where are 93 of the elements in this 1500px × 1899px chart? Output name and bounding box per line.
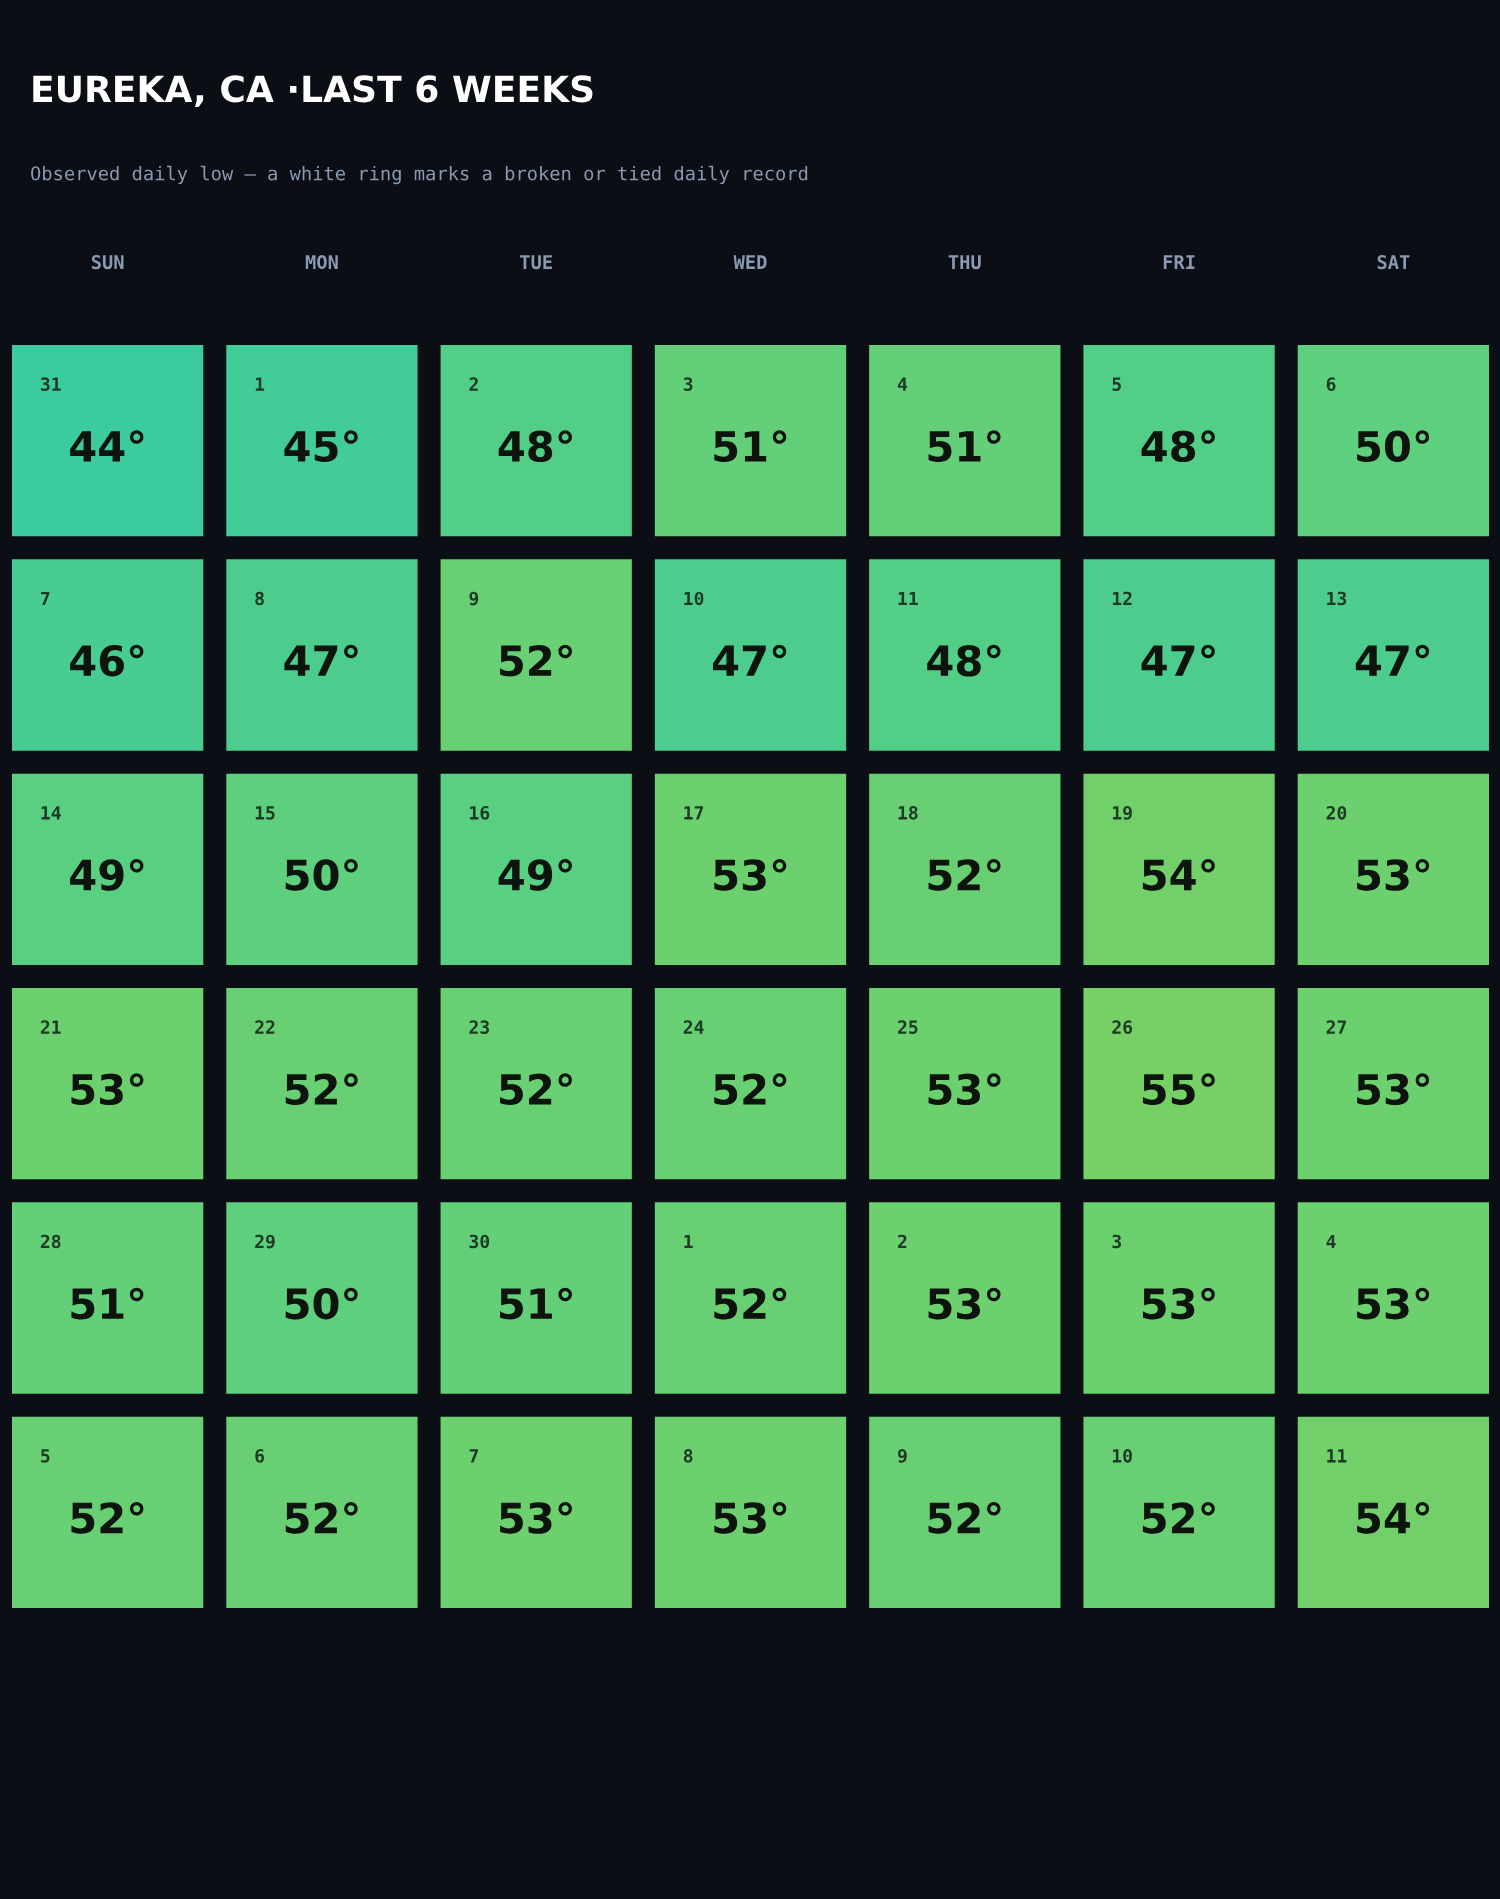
data-label: 51° — [71, 1287, 144, 1320]
annotation: 26 — [1112, 1020, 1133, 1034]
annotation: 11 — [1327, 1449, 1347, 1463]
annotation: 13 — [1327, 591, 1347, 606]
data-label: 52° — [500, 1073, 572, 1106]
data-label: 52° — [500, 644, 572, 677]
annotation: 27 — [1326, 1020, 1346, 1034]
annotation: 23 — [469, 1020, 489, 1034]
annotation: 29 — [255, 1234, 275, 1249]
data-label: 52° — [928, 1501, 1001, 1534]
annotation: 12 — [1112, 591, 1132, 606]
annotation: 7 — [469, 1449, 478, 1463]
annotation: 4 — [1326, 1234, 1336, 1249]
annotation: 8 — [683, 1448, 693, 1463]
annotation: 21 — [40, 1020, 61, 1034]
data-label: 51° — [714, 430, 787, 463]
data-label: 52° — [928, 858, 1001, 891]
annotation: 31 — [40, 377, 61, 391]
data-label: 54° — [1142, 858, 1215, 891]
data-label: 52° — [714, 1073, 787, 1106]
data-label: 53° — [1357, 1287, 1430, 1320]
data-label: 53° — [714, 858, 787, 891]
x-tick-label: MON — [305, 254, 338, 270]
data-label: 53° — [1142, 1287, 1215, 1320]
annotation: 8 — [255, 591, 264, 606]
data-label: 52° — [1142, 1501, 1215, 1534]
data-label: 54° — [1357, 1501, 1430, 1534]
annotation: 24 — [683, 1020, 704, 1034]
data-label: 53° — [928, 1073, 1001, 1106]
data-label: 53° — [714, 1501, 787, 1534]
annotation: 25 — [898, 1020, 918, 1034]
annotation: 28 — [40, 1234, 61, 1249]
annotation: 1 — [684, 1234, 693, 1249]
annotation: 10 — [684, 591, 704, 606]
annotation: 30 — [469, 1234, 490, 1249]
annotation: 17 — [684, 806, 704, 820]
annotation: 16 — [470, 805, 490, 820]
chart-title: EUREKA, CA ·LAST 6 WEEKS — [33, 75, 593, 108]
x-tick-label: SUN — [91, 254, 124, 270]
data-label: 55° — [1142, 1073, 1215, 1106]
data-label: 52° — [285, 1501, 358, 1534]
data-label: 47° — [1141, 644, 1215, 676]
annotation: 7 — [41, 591, 50, 606]
data-label: 53° — [928, 1287, 1001, 1320]
data-label: 48° — [1141, 430, 1215, 463]
data-label: 47° — [1355, 644, 1430, 676]
annotation: 15 — [255, 806, 275, 820]
annotation: 11 — [898, 591, 918, 606]
data-label: 47° — [712, 644, 787, 676]
data-label: 53° — [500, 1501, 572, 1534]
data-label: 53° — [71, 1073, 144, 1106]
data-label: 52° — [71, 1501, 144, 1534]
chart-subtitle: Observed daily low — a white ring marks a broken or tied daily record — [31, 165, 808, 185]
data-label: 51° — [500, 1287, 572, 1320]
annotation: 9 — [897, 1449, 907, 1463]
data-label: 50° — [285, 1287, 358, 1320]
annotation: 20 — [1326, 805, 1347, 820]
annotation: 5 — [41, 1449, 50, 1463]
data-label: 48° — [927, 644, 1001, 677]
annotation: 1 — [255, 377, 265, 391]
x-tick-label: THU — [948, 255, 981, 270]
data-label: 53° — [1357, 858, 1430, 891]
annotation: 6 — [255, 1449, 265, 1463]
data-label: 50° — [1357, 430, 1430, 463]
data-label: 52° — [285, 1073, 358, 1106]
annotation: 6 — [1326, 377, 1336, 391]
annotation: 9 — [469, 591, 479, 606]
annotation: 22 — [255, 1020, 275, 1034]
annotation: 18 — [898, 805, 918, 820]
data-label: 49° — [70, 858, 144, 891]
annotation: 14 — [41, 806, 61, 820]
annotation: 3 — [1112, 1234, 1121, 1249]
data-label: 49° — [498, 858, 572, 891]
data-label: 51° — [928, 430, 1001, 463]
annotation: 19 — [1112, 806, 1132, 820]
data-label: 47° — [284, 644, 358, 676]
annotation: 5 — [1112, 377, 1121, 391]
data-label: 50° — [285, 858, 358, 891]
x-tick-label: SAT — [1377, 254, 1410, 270]
x-tick-label: TUE — [520, 255, 552, 270]
data-label: 44° — [70, 430, 144, 462]
data-label: 45° — [284, 430, 358, 463]
annotation: 4 — [897, 377, 908, 391]
annotation: 2 — [469, 377, 478, 391]
data-label: 48° — [498, 430, 572, 463]
data-label: 52° — [714, 1287, 787, 1320]
data-label: 53° — [1357, 1073, 1430, 1106]
annotation: 3 — [683, 377, 693, 391]
x-tick-label: WED — [733, 255, 767, 269]
x-tick-label: FRI — [1163, 255, 1195, 269]
annotation: 10 — [1112, 1448, 1132, 1463]
data-label: 46° — [70, 644, 144, 677]
annotation: 2 — [898, 1234, 907, 1249]
